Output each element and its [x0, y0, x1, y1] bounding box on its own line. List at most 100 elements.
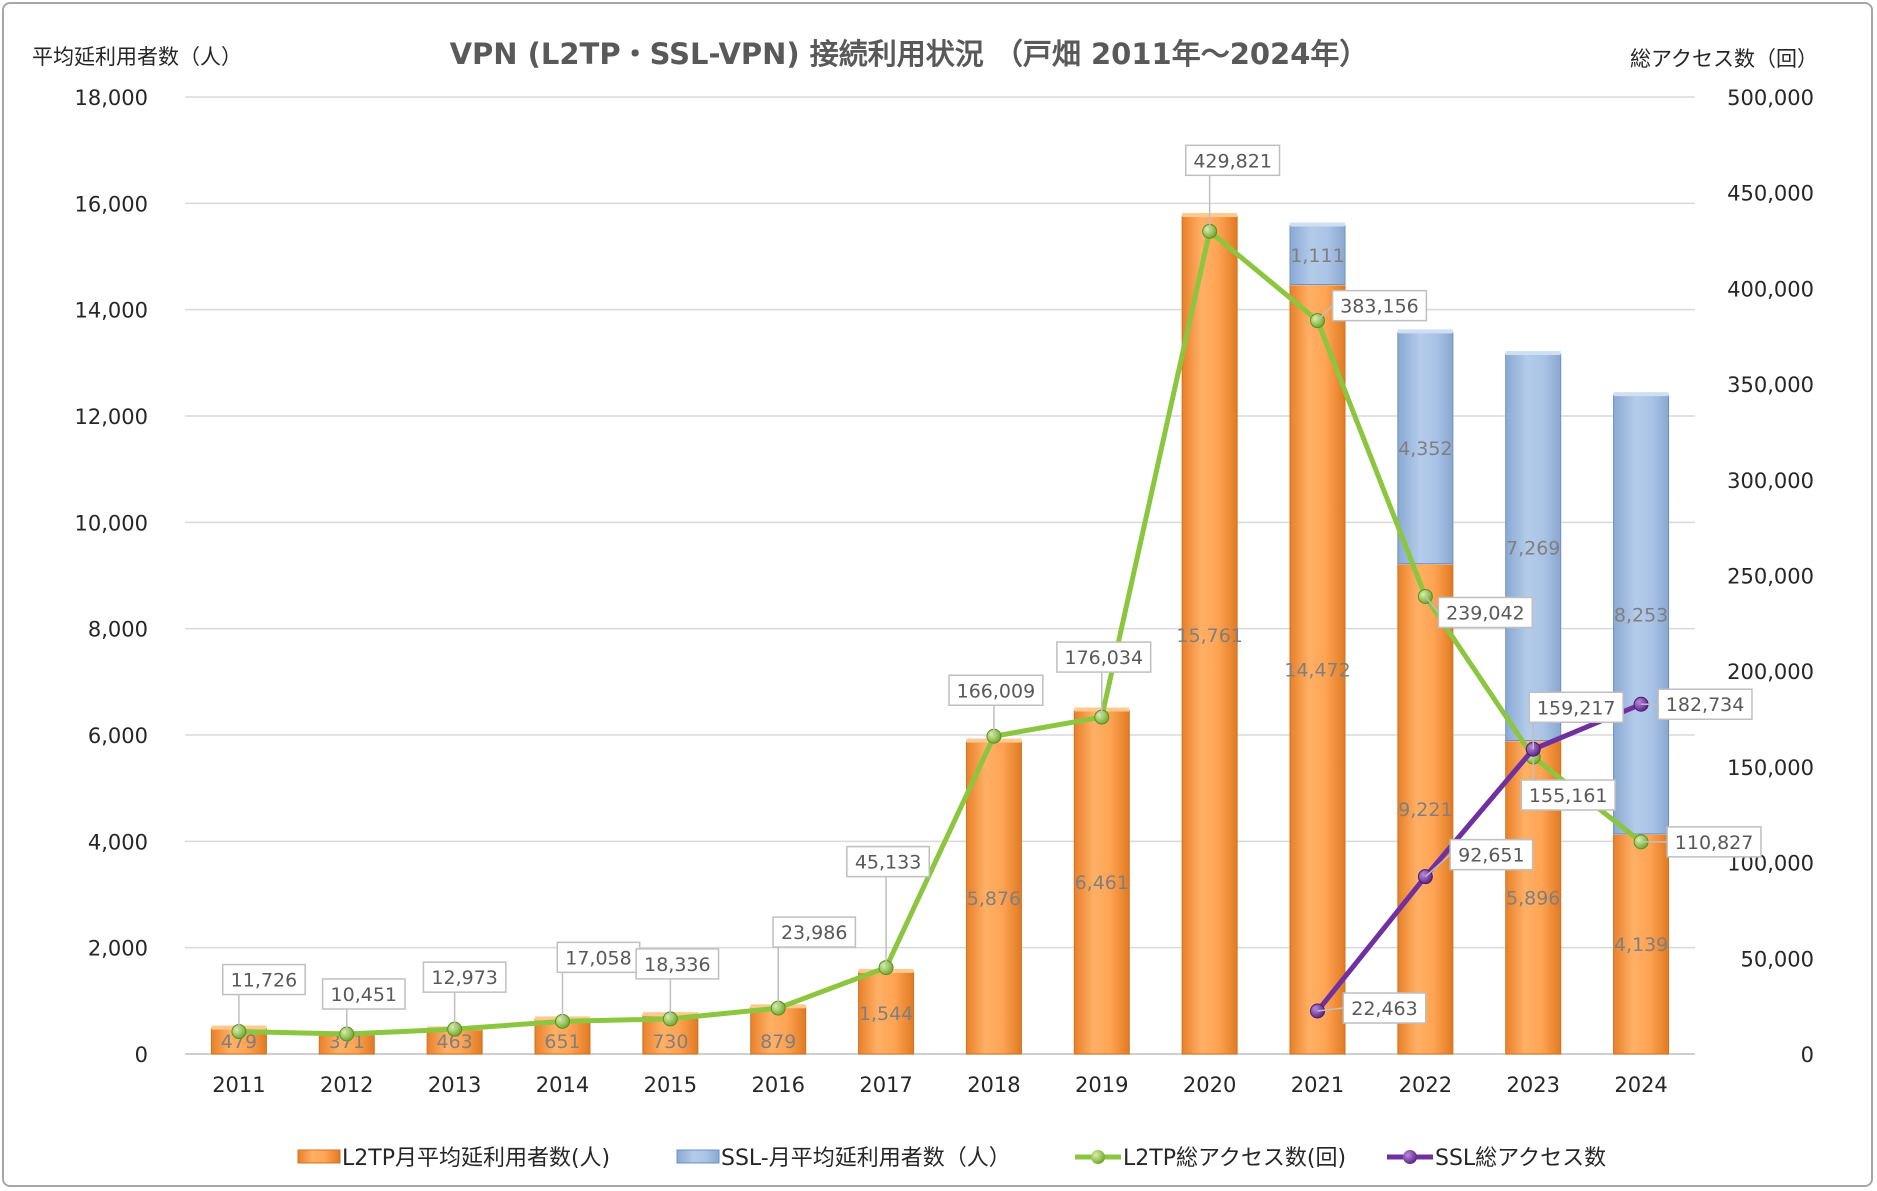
- bar-ssl-cap: [1613, 392, 1669, 397]
- legend-item: SSL-月平均延利用者数（人）: [676, 1146, 1011, 1171]
- bar-l2tp: [1073, 709, 1130, 1055]
- legend-label: SSL-月平均延利用者数（人）: [721, 1146, 1011, 1171]
- bar-data-labels: 479 371 463 651 730 879 1,544 5,876 6,461 15,761 1…: [221, 245, 1668, 1053]
- y-right-tick-label: 300,000: [1727, 469, 1814, 493]
- callout-l2tp-access: 11,726: [221, 963, 306, 1032]
- callout-label: 110,827: [1675, 832, 1754, 854]
- x-tick-label: 2015: [644, 1073, 697, 1097]
- line-l2tp-access: [236, 228, 1644, 1037]
- bar-l2tp-label: 879: [760, 1031, 796, 1053]
- legend-item: L2TP月平均延利用者数(人): [297, 1146, 610, 1171]
- x-tick-label: 2016: [751, 1073, 804, 1097]
- y-left-tick-label: 12,000: [75, 405, 148, 429]
- legend-swatch: [297, 1149, 341, 1164]
- y-axis-right-title: 総アクセス数（回）: [1630, 47, 1818, 71]
- y-right-tick-label: 400,000: [1727, 277, 1814, 301]
- bar-l2tp-label: 1,544: [859, 1003, 913, 1025]
- bar-l2tp-label: 6,461: [1075, 872, 1129, 894]
- x-tick-label: 2024: [1614, 1073, 1667, 1097]
- x-tick-label: 2011: [212, 1073, 265, 1097]
- y-right-tick-label: 200,000: [1727, 660, 1814, 684]
- y-left-tick-label: 10,000: [75, 511, 148, 535]
- bar-l2tp-label: 4,139: [1614, 934, 1668, 956]
- callout-ssl-access: 182,734: [1641, 688, 1753, 720]
- callout-label: 45,133: [855, 852, 921, 874]
- callout-l2tp-access: 12,973: [422, 961, 507, 1030]
- legend-label: SSL総アクセス数: [1435, 1146, 1606, 1171]
- legend-marker: [1091, 1150, 1105, 1164]
- callout-l2tp-access: 17,058: [556, 941, 641, 1022]
- x-tick-label: 2019: [1075, 1073, 1128, 1097]
- callout-l2tp-access: 18,336: [635, 948, 720, 1019]
- bar-l2tp-label: 5,876: [967, 888, 1021, 910]
- bar-ssl-cap: [1290, 222, 1345, 227]
- legend-label: L2TP総アクセス数(回): [1123, 1146, 1346, 1171]
- bar-l2tp-label: 14,472: [1284, 659, 1350, 681]
- bar-ssl-cap: [1505, 351, 1561, 356]
- bar-l2tp: [858, 971, 915, 1055]
- callout-l2tp-access: 23,986: [772, 916, 857, 1009]
- callout-label: 383,156: [1340, 296, 1419, 318]
- x-tick-label: 2014: [536, 1073, 589, 1097]
- callout-l2tp-access: 176,034: [1056, 641, 1152, 718]
- bar-l2tp: [1181, 215, 1238, 1055]
- bar-ssl: [1505, 353, 1562, 742]
- legend-item: SSL総アクセス数: [1387, 1146, 1606, 1171]
- bar-l2tp-label: 479: [221, 1031, 257, 1053]
- bar-ssl: [1397, 331, 1454, 565]
- callout-l2tp-access: 166,009: [948, 674, 1044, 737]
- x-axis-ticks: 2011 2012 2013 2014 2015 2016 2017 2018 2019 2020…: [212, 1073, 1668, 1097]
- y-left-tick-label: 8,000: [88, 618, 148, 642]
- y-left-tick-label: 14,000: [75, 299, 148, 323]
- legend-swatch: [676, 1149, 720, 1164]
- bar-l2tp: [965, 741, 1022, 1055]
- bar-l2tp: [1289, 284, 1346, 1055]
- y-axis-left-title: 平均延利用者数（人）: [32, 45, 242, 69]
- y-right-tick-label: 350,000: [1727, 373, 1814, 397]
- callout-label: 429,821: [1193, 150, 1272, 172]
- y-right-tick-label: 0: [1801, 1043, 1814, 1067]
- callout-l2tp-access: 10,451: [321, 978, 406, 1034]
- callout-label: 18,336: [644, 954, 710, 976]
- x-tick-label: 2013: [428, 1073, 481, 1097]
- bar-ssl: [1613, 394, 1670, 835]
- gridlines: [185, 96, 1695, 1055]
- callout-l2tp-access: 239,042: [1424, 595, 1534, 629]
- y-left-tick-label: 18,000: [75, 86, 148, 110]
- bar-l2tp-label: 463: [437, 1031, 473, 1053]
- callout-label: 23,986: [781, 922, 847, 944]
- callout-label: 12,973: [431, 967, 497, 989]
- line-ssl-access: [1315, 701, 1644, 1014]
- y-left-tick-label: 4,000: [88, 830, 148, 854]
- bar-ssl-cap: [1397, 329, 1453, 334]
- callout-label: 155,161: [1529, 785, 1608, 807]
- callout-label: 176,034: [1064, 647, 1143, 669]
- bar-l2tp: [1613, 833, 1670, 1055]
- bar-ssl-label: 7,269: [1506, 537, 1560, 559]
- callout-l2tp-access: 429,821: [1184, 144, 1281, 232]
- callout-l2tp-access: 45,133: [846, 845, 931, 968]
- x-tick-label: 2021: [1291, 1073, 1344, 1097]
- callout-ssl-access: 159,217: [1528, 691, 1624, 750]
- bar-l2tp-label: 5,896: [1506, 887, 1560, 909]
- callout-label: 17,058: [565, 947, 631, 969]
- callout-l2tp-access: 155,161: [1520, 757, 1616, 811]
- bar-l2tp: [1397, 563, 1454, 1055]
- bar-l2tp-label: 371: [329, 1031, 365, 1053]
- callout-label: 10,451: [331, 984, 397, 1006]
- callout-l2tp-access: 110,827: [1641, 826, 1762, 858]
- line-data-callouts: 11,726 10,451 12,973 17,058 18,336 23,986 45,1…: [221, 144, 1762, 1034]
- x-tick-label: 2018: [967, 1073, 1020, 1097]
- y-right-tick-label: 50,000: [1741, 947, 1814, 971]
- callout-l2tp-access: 383,156: [1316, 289, 1428, 322]
- y-left-tick-label: 16,000: [75, 192, 148, 216]
- y-right-tick-label: 450,000: [1727, 182, 1814, 206]
- callout-label: 11,726: [231, 970, 297, 992]
- y-axis-right-ticks: 050,000100,000150,000200,000250,000300,0…: [1727, 86, 1814, 1067]
- y-left-tick-label: 6,000: [88, 724, 148, 748]
- callout-label: 92,651: [1458, 845, 1524, 867]
- y-axis-left-ticks: 0 2,000 4,000 6,000 8,000 10,000 12,000 14,000 1…: [75, 86, 148, 1067]
- x-tick-label: 2020: [1183, 1073, 1236, 1097]
- callout-label: 166,009: [957, 680, 1036, 702]
- bar-l2tp-label: 15,761: [1176, 625, 1242, 647]
